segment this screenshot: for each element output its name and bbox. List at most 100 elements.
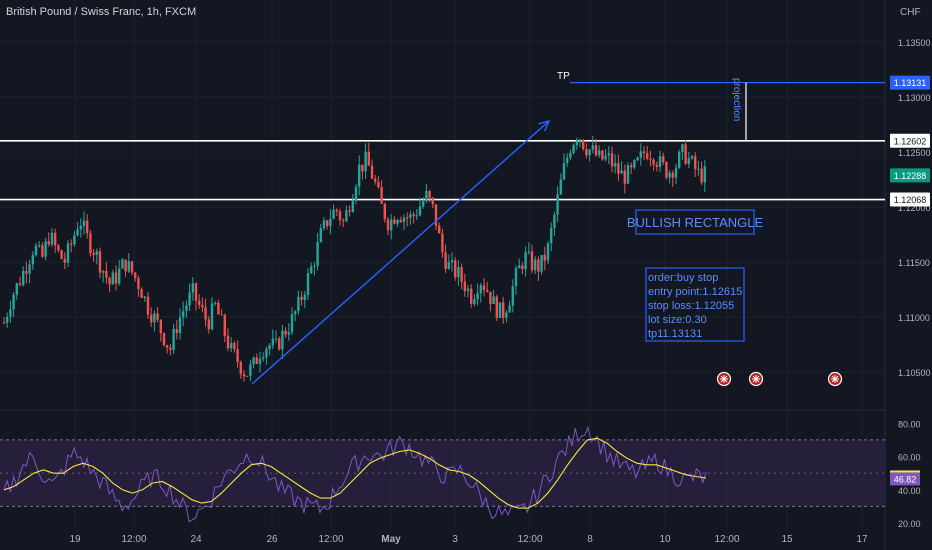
flag-icon[interactable] bbox=[748, 371, 764, 387]
time-tick-label: 15 bbox=[781, 534, 793, 545]
candle-down bbox=[348, 210, 351, 212]
candle-down bbox=[463, 281, 466, 292]
candle-down bbox=[380, 187, 383, 204]
candle-up bbox=[246, 375, 249, 377]
candle-down bbox=[194, 283, 198, 301]
time-tick-label: 12:00 bbox=[121, 534, 146, 545]
candle-down bbox=[159, 319, 162, 334]
candle-up bbox=[569, 152, 572, 158]
candle-up bbox=[364, 151, 367, 172]
candle-up bbox=[22, 271, 25, 285]
candle-up bbox=[690, 156, 694, 159]
candle-up bbox=[262, 357, 265, 359]
candle-up bbox=[15, 283, 18, 295]
candle-up bbox=[210, 303, 214, 330]
candle-up bbox=[66, 243, 70, 263]
rsi-tick-label: 40.00 bbox=[898, 486, 921, 496]
candle-down bbox=[671, 172, 674, 178]
candle-down bbox=[684, 144, 687, 164]
last-price-tag-bg bbox=[890, 168, 930, 183]
candle-up bbox=[79, 225, 82, 230]
candle-up bbox=[422, 201, 425, 207]
candle-up bbox=[626, 165, 630, 184]
candle-down bbox=[98, 251, 102, 273]
candle-up bbox=[566, 157, 569, 164]
candle-up bbox=[358, 164, 361, 187]
candle-down bbox=[57, 245, 60, 251]
candle-up bbox=[636, 157, 639, 161]
candle-down bbox=[150, 314, 153, 323]
candle-up bbox=[332, 209, 335, 219]
candle-down bbox=[441, 233, 444, 253]
candle-down bbox=[198, 300, 201, 305]
candle-down bbox=[495, 296, 498, 319]
candle-up bbox=[578, 139, 582, 141]
candle-down bbox=[25, 271, 28, 274]
candle-up bbox=[73, 235, 76, 245]
price-tick-label: 1.12500 bbox=[898, 148, 931, 158]
candle-down bbox=[530, 251, 534, 271]
candle-down bbox=[278, 338, 281, 350]
candle-down bbox=[326, 220, 329, 227]
candle-up bbox=[294, 311, 297, 315]
candle-down bbox=[386, 219, 390, 231]
candle-up bbox=[466, 288, 470, 292]
candle-down bbox=[146, 296, 150, 315]
candle-up bbox=[188, 292, 191, 306]
candle-up bbox=[614, 163, 617, 167]
candle-up bbox=[252, 357, 255, 365]
candle-up bbox=[95, 251, 98, 255]
candle-down bbox=[223, 315, 226, 336]
candle-down bbox=[284, 330, 287, 335]
candle-up bbox=[607, 153, 610, 156]
candle-down bbox=[226, 335, 230, 349]
candle-up bbox=[121, 259, 124, 269]
candle-up bbox=[479, 285, 482, 294]
candle-down bbox=[399, 220, 402, 223]
candle-down bbox=[108, 277, 111, 285]
candle-down bbox=[582, 139, 585, 150]
candle-up bbox=[153, 313, 156, 323]
candle-down bbox=[255, 357, 258, 364]
candle-up bbox=[118, 268, 121, 284]
candle-up bbox=[658, 156, 662, 168]
candle-up bbox=[559, 179, 562, 195]
rsi-line bbox=[3, 425, 707, 523]
candle-down bbox=[137, 278, 140, 289]
candle-down bbox=[383, 203, 386, 220]
time-tick-label: 17 bbox=[856, 534, 868, 545]
candle-down bbox=[502, 302, 505, 318]
candle-up bbox=[50, 232, 54, 245]
candle-up bbox=[329, 218, 332, 227]
candle-down bbox=[217, 302, 220, 315]
candle-down bbox=[105, 271, 108, 278]
candle-up bbox=[34, 245, 38, 256]
pattern-label-box bbox=[635, 209, 755, 235]
candle-up bbox=[678, 151, 681, 168]
flag-icon[interactable] bbox=[827, 371, 843, 387]
candle-down bbox=[434, 204, 438, 226]
candle-up bbox=[450, 260, 454, 263]
candle-down bbox=[156, 313, 159, 320]
candle-up bbox=[476, 293, 479, 300]
flag-icon[interactable] bbox=[716, 371, 732, 387]
candle-down bbox=[665, 162, 668, 178]
time-tick-label: 12:00 bbox=[714, 534, 739, 545]
candle-up bbox=[290, 314, 294, 333]
tp-price-tag-bg bbox=[890, 75, 930, 90]
rsi-value-tag: 46.82 bbox=[894, 474, 917, 484]
candle-up bbox=[102, 271, 105, 273]
candle-down bbox=[338, 211, 342, 221]
pattern-label: BULLISH RECTANGLE bbox=[627, 215, 764, 230]
candle-up bbox=[524, 252, 527, 270]
candle-down bbox=[140, 288, 143, 298]
candle-down bbox=[537, 259, 540, 272]
candle-down bbox=[374, 178, 377, 182]
candle-up bbox=[271, 338, 274, 346]
candle-down bbox=[662, 156, 665, 163]
candle-up bbox=[514, 268, 518, 287]
time-tick-label: 3 bbox=[452, 534, 458, 545]
candle-up bbox=[274, 338, 278, 340]
projection-label: projection bbox=[731, 78, 742, 121]
